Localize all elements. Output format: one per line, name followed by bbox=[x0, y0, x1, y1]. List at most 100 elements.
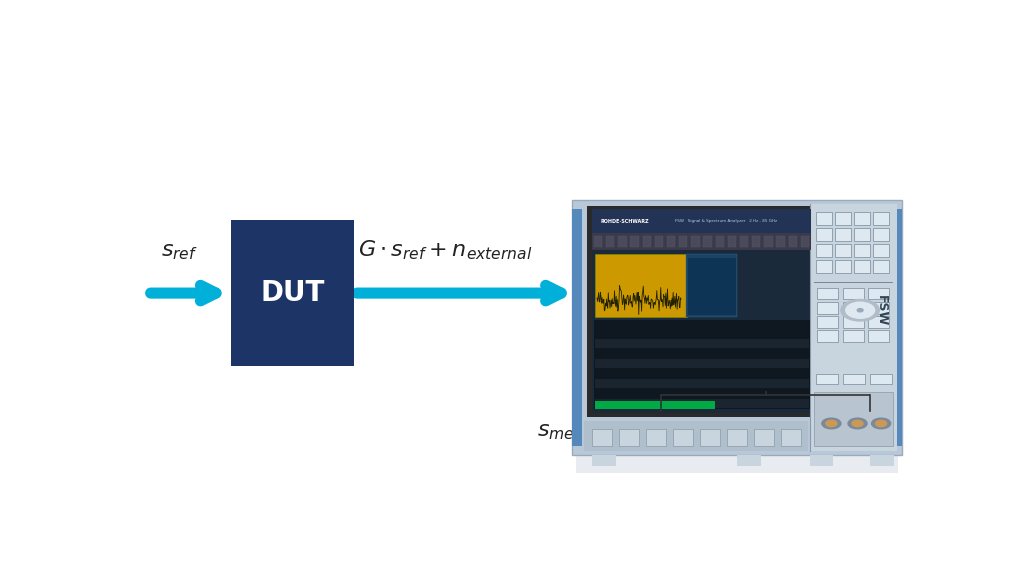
Bar bbox=[817, 316, 839, 328]
Bar bbox=[572, 209, 582, 446]
Bar bbox=[667, 236, 675, 247]
Bar bbox=[754, 429, 774, 446]
Bar bbox=[816, 260, 831, 274]
Bar bbox=[817, 287, 839, 300]
Text: DUT: DUT bbox=[261, 279, 326, 307]
Bar bbox=[592, 209, 811, 413]
Text: FSW: FSW bbox=[874, 294, 888, 326]
Bar bbox=[836, 244, 851, 257]
Circle shape bbox=[846, 302, 874, 319]
Bar bbox=[595, 339, 809, 348]
Bar bbox=[642, 236, 651, 247]
Circle shape bbox=[841, 300, 880, 321]
Bar bbox=[843, 331, 863, 342]
Bar bbox=[868, 331, 889, 342]
Bar bbox=[594, 236, 602, 247]
Bar bbox=[801, 236, 809, 247]
Bar bbox=[873, 244, 889, 257]
Bar bbox=[686, 253, 737, 317]
Bar bbox=[836, 228, 851, 241]
Bar bbox=[816, 212, 831, 225]
Bar bbox=[854, 244, 870, 257]
Bar bbox=[595, 253, 687, 317]
Bar bbox=[816, 228, 831, 241]
Bar bbox=[740, 236, 749, 247]
Bar bbox=[813, 282, 893, 283]
Circle shape bbox=[825, 420, 837, 427]
Text: $s_{meas} = G \cdot s_{ref} + n_{external} +$: $s_{meas} = G \cdot s_{ref} + n_{externa… bbox=[537, 419, 814, 442]
Bar bbox=[577, 455, 898, 473]
Bar bbox=[854, 228, 870, 241]
Bar bbox=[817, 302, 839, 314]
Bar bbox=[868, 302, 889, 314]
Bar bbox=[873, 260, 889, 274]
Bar bbox=[572, 200, 902, 455]
Bar bbox=[594, 320, 810, 410]
Bar bbox=[728, 236, 736, 247]
Text: ROHDE·SCHWARZ: ROHDE·SCHWARZ bbox=[600, 218, 649, 223]
Bar bbox=[231, 220, 354, 366]
Bar bbox=[752, 236, 761, 247]
Bar bbox=[810, 455, 834, 466]
Bar bbox=[873, 212, 889, 225]
Bar bbox=[873, 228, 889, 241]
Bar bbox=[843, 374, 864, 384]
Bar bbox=[868, 287, 889, 300]
Bar bbox=[606, 236, 614, 247]
Bar bbox=[843, 287, 863, 300]
Bar bbox=[764, 236, 773, 247]
Circle shape bbox=[857, 309, 863, 312]
Bar bbox=[776, 236, 784, 247]
Bar bbox=[810, 204, 897, 450]
Bar bbox=[870, 374, 892, 384]
Text: $G \cdot s_{ref} + n_{external}$: $G \cdot s_{ref} + n_{external}$ bbox=[358, 238, 532, 262]
Bar bbox=[737, 455, 761, 466]
Bar bbox=[781, 429, 801, 446]
Bar bbox=[854, 260, 870, 274]
Bar bbox=[618, 236, 627, 247]
Circle shape bbox=[822, 418, 841, 429]
Text: FSW   Signal & Spectrum Analyzer   2 Hz - 85 GHz: FSW Signal & Spectrum Analyzer 2 Hz - 85… bbox=[676, 219, 777, 223]
Text: $s_{ref}$: $s_{ref}$ bbox=[161, 242, 198, 262]
Bar bbox=[620, 429, 639, 446]
Bar bbox=[646, 429, 666, 446]
Bar bbox=[631, 236, 639, 247]
Bar bbox=[700, 429, 720, 446]
Bar bbox=[836, 260, 851, 274]
Circle shape bbox=[848, 418, 867, 429]
Bar bbox=[868, 316, 889, 328]
Bar bbox=[836, 212, 851, 225]
Bar bbox=[585, 421, 808, 452]
Bar bbox=[679, 236, 687, 247]
Bar bbox=[654, 236, 664, 247]
Bar bbox=[592, 233, 811, 249]
Circle shape bbox=[871, 418, 891, 429]
Text: $n_{RX}$: $n_{RX}$ bbox=[861, 420, 899, 441]
Bar bbox=[788, 236, 797, 247]
Bar bbox=[813, 392, 893, 446]
Bar bbox=[595, 378, 809, 388]
Bar bbox=[691, 236, 699, 247]
Bar bbox=[817, 331, 839, 342]
Text: $s_{meas} = G \cdot s_{ref} + n_{total}$: $s_{meas} = G \cdot s_{ref} + n_{total}$ bbox=[594, 370, 821, 393]
Bar bbox=[587, 206, 812, 417]
Bar bbox=[716, 236, 724, 247]
Bar bbox=[892, 209, 902, 446]
Bar bbox=[816, 374, 838, 384]
Bar bbox=[673, 429, 693, 446]
Bar bbox=[843, 316, 863, 328]
Bar bbox=[595, 359, 809, 367]
Bar bbox=[592, 209, 811, 233]
Bar bbox=[854, 212, 870, 225]
Bar bbox=[595, 329, 809, 338]
Bar bbox=[595, 348, 809, 358]
Bar bbox=[592, 429, 612, 446]
Bar bbox=[727, 429, 748, 446]
Bar bbox=[595, 399, 809, 408]
Circle shape bbox=[852, 420, 863, 427]
Bar bbox=[816, 244, 831, 257]
Bar bbox=[703, 236, 712, 247]
Circle shape bbox=[876, 420, 887, 427]
Bar bbox=[595, 401, 715, 410]
Bar bbox=[870, 455, 894, 466]
